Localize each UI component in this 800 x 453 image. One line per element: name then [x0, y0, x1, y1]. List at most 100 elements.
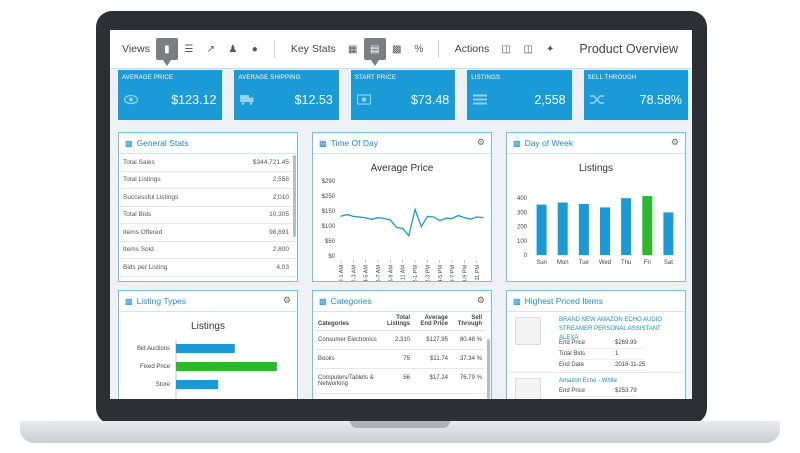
- stat-card-listings[interactable]: LISTINGS 2,558: [467, 70, 572, 120]
- y-tick-label: 200: [517, 225, 528, 231]
- app-screen: Views ▮ ☰ ↗ ♟ ● Key Stats ▦ ▤ ▩ % Action…: [110, 30, 692, 399]
- column-header[interactable]: Sell Through: [451, 312, 485, 331]
- panel-header: ▩ Highest Priced Items: [507, 291, 685, 312]
- table-cell: Consumer Electronics: [315, 330, 381, 350]
- panel-header: ▩ Categories ⚙: [313, 291, 491, 312]
- scrollbar[interactable]: [293, 155, 296, 237]
- y-tick-label: 400: [517, 196, 528, 202]
- x-tick-label: Sun: [536, 260, 547, 266]
- y-tick-label: Store: [156, 382, 171, 388]
- table-row[interactable]: Consumer Electronics 2,310 $127.95 80.48 %: [315, 330, 485, 350]
- panel-title: Highest Priced Items: [524, 296, 603, 306]
- excel-icon[interactable]: ◫: [501, 43, 511, 55]
- data-point: [482, 217, 484, 219]
- list-view-icon[interactable]: ☰: [184, 43, 194, 55]
- list-item: BRAND NEW AMAZON ECHO AUDIO STREAMER PER…: [507, 312, 685, 373]
- stat-label: LISTINGS: [471, 75, 501, 81]
- general-stats-panel: ▩ General Stats Total Sales $344,721.45 To…: [118, 132, 298, 282]
- time-of-day-panel: ▩ Time Of Day ⚙ Average Price $290 $250 $15…: [312, 132, 492, 288]
- stats-row: Total Listings 2,558: [119, 172, 297, 189]
- y-tick-label: $290: [322, 179, 336, 185]
- detail-label: End Price: [559, 340, 586, 346]
- table-cell: Computers/Tablets & Networking: [315, 368, 381, 394]
- stat-label: AVERAGE SHIPPING: [238, 75, 301, 81]
- x-tick-label: 10-11 PM: [475, 265, 481, 281]
- chart-title: Listings: [191, 321, 225, 332]
- user-icon[interactable]: ♟: [228, 43, 238, 55]
- product-link[interactable]: Amazon Echo - White: [559, 378, 618, 384]
- column-header[interactable]: Average End Price: [413, 312, 451, 331]
- gear-icon[interactable]: ⚙: [476, 295, 485, 305]
- table-cell: 80.48 %: [451, 330, 485, 350]
- stats-row: Total Bids 10,305: [119, 207, 297, 224]
- stat-card-average-shipping[interactable]: AVERAGE SHIPPING $12.53: [234, 70, 339, 120]
- detail-value: $269.99: [615, 340, 637, 346]
- panel-header: ▩ Listing Types ⚙: [119, 291, 297, 312]
- scrollbar[interactable]: [487, 339, 490, 399]
- table-row[interactable]: Computers/Tablets & Networking 56 $17.24 76…: [315, 368, 485, 394]
- data-point: [340, 215, 342, 217]
- x-tick-label: 4-5 AM: [364, 265, 370, 281]
- stats-row-label: Successful Listings: [123, 193, 179, 201]
- stat-card-sell-through[interactable]: SELL THROUGH 78.58%: [583, 70, 689, 120]
- detail-label: Total Bids: [559, 351, 586, 357]
- panel-header: ▩ Time Of Day ⚙: [313, 133, 491, 154]
- product-link[interactable]: BRAND NEW AMAZON ECHO AUDIO STREAMER PER…: [559, 317, 663, 341]
- table-icon[interactable]: ▦: [348, 43, 358, 55]
- actions-label: Actions: [454, 43, 490, 55]
- page-title: Product Overview: [579, 42, 678, 56]
- panel-view-icon[interactable]: ▤: [363, 38, 386, 66]
- data-point: [383, 217, 385, 220]
- globe-icon[interactable]: ●: [251, 43, 258, 55]
- panel-header: ▩ Day of Week ⚙: [507, 133, 685, 154]
- stats-row-value: 4.03: [276, 263, 289, 271]
- toolbar-divider: [273, 40, 275, 58]
- bar: [536, 204, 547, 255]
- table-cell: 76.79 %: [451, 368, 485, 394]
- stats-row-label: Items Sold: [123, 246, 154, 254]
- product-thumbnail[interactable]: [515, 378, 541, 399]
- gear-icon[interactable]: ⚙: [670, 137, 679, 147]
- percent-icon[interactable]: %: [414, 43, 424, 55]
- bar-chart-icon: ▩: [513, 296, 521, 306]
- x-tick-label: Tue: [579, 260, 590, 266]
- stat-card-start-price[interactable]: START PRICE $73.48: [350, 70, 456, 120]
- y-tick-label: 0: [524, 253, 528, 259]
- table-cell: $11.74: [413, 349, 451, 369]
- stats-row-label: Total Listings: [123, 176, 161, 184]
- keystats-label: Key Stats: [290, 43, 336, 55]
- stats-row-label: Items Offered: [123, 228, 163, 236]
- stats-row: Items Sold 2,800: [119, 242, 297, 259]
- toolbar-divider: [437, 40, 439, 58]
- table-cell: 2,310: [381, 330, 413, 350]
- y-tick-label: Fixed Price: [140, 364, 171, 370]
- stats-row-value: $344,721.45: [252, 158, 289, 166]
- highest-priced-panel: ▩ Highest Priced Items BRAND NEW AMAZON …: [506, 290, 686, 399]
- detail-value: 1: [615, 351, 619, 357]
- bar: [176, 380, 219, 389]
- y-tick-label: 100: [517, 239, 528, 245]
- pdf-icon[interactable]: ◫: [523, 43, 533, 55]
- gear-icon[interactable]: ⚙: [476, 137, 485, 147]
- data-point: [371, 218, 373, 220]
- pin-icon[interactable]: ✦: [546, 43, 555, 55]
- data-point: [439, 220, 441, 222]
- column-header[interactable]: Total Listings: [381, 312, 413, 331]
- bar-chart-icon[interactable]: ▩: [392, 43, 402, 55]
- stat-cards: AVERAGE PRICE $123.12 AVERAGE SHIPPING $…: [118, 70, 689, 120]
- product-details: End Price $253.79: [559, 386, 637, 397]
- stat-card-average-price[interactable]: AVERAGE PRICE $123.12: [118, 70, 223, 120]
- time-of-day-chart: Average Price $290 $250 $150 $100 $50 $0 12-1 A…: [322, 163, 484, 288]
- line-chart-icon[interactable]: ↗: [206, 43, 216, 55]
- bar: [176, 344, 235, 353]
- product-thumbnail[interactable]: [515, 317, 541, 345]
- stats-row-value: 10,305: [269, 211, 289, 219]
- stat-value: $12.53: [294, 93, 333, 107]
- grid-view-icon[interactable]: ▮: [155, 38, 178, 66]
- table-row[interactable]: Books 75 $11.74 37.34 %: [315, 349, 485, 369]
- views-label: Views: [122, 43, 150, 55]
- data-point: [352, 215, 354, 217]
- column-header[interactable]: Categories: [315, 312, 381, 331]
- gear-icon[interactable]: ⚙: [282, 295, 291, 305]
- detail-row: Total Bids 1: [559, 349, 646, 360]
